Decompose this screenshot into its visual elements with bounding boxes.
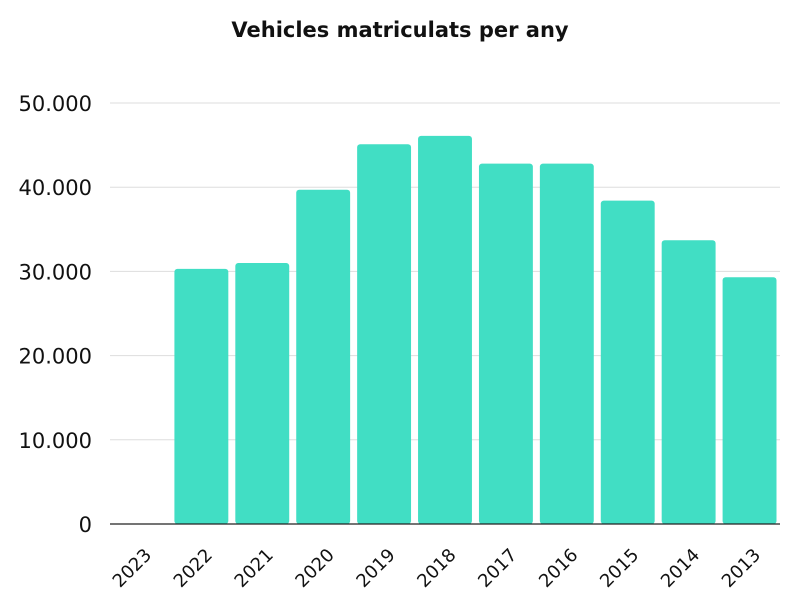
y-tick-label: 30.000 <box>19 260 92 284</box>
x-axis-labels: 2023 2022 2021 2020 2019 2018 2017 2016 2015 2014… <box>109 545 765 592</box>
bar-2017 <box>478 163 533 524</box>
x-tick-label: 2017 <box>474 545 521 592</box>
x-tick-label: 2023 <box>109 545 156 592</box>
y-tick-label: 40.000 <box>19 176 92 200</box>
bar-2020 <box>296 189 351 524</box>
y-axis-ticks: 0 10.000 20.000 30.000 40.000 50.000 <box>19 92 92 537</box>
bar-2019 <box>357 144 412 524</box>
bar-2022 <box>174 268 229 524</box>
y-tick-label: 0 <box>79 513 92 537</box>
bar-2018 <box>418 135 472 524</box>
y-tick-label: 20.000 <box>19 345 92 369</box>
bar-2013 <box>722 277 777 524</box>
x-tick-label: 2015 <box>596 545 643 592</box>
x-tick-label: 2022 <box>170 545 217 592</box>
x-tick-label: 2021 <box>231 545 278 592</box>
bar-2021 <box>235 262 290 524</box>
x-tick-label: 2019 <box>352 545 399 592</box>
x-tick-label: 2013 <box>718 545 765 592</box>
bar-2016 <box>539 163 594 524</box>
x-tick-label: 2016 <box>535 545 582 592</box>
bar-2014 <box>661 240 716 524</box>
y-tick-label: 10.000 <box>19 429 92 453</box>
x-tick-label: 2014 <box>657 545 704 592</box>
bar-2015 <box>600 200 655 524</box>
x-tick-label: 2020 <box>291 545 338 592</box>
chart-title: Vehicles matriculats per any <box>231 18 569 42</box>
bars <box>174 135 777 524</box>
x-tick-label: 2018 <box>413 545 460 592</box>
y-tick-label: 50.000 <box>19 92 92 116</box>
